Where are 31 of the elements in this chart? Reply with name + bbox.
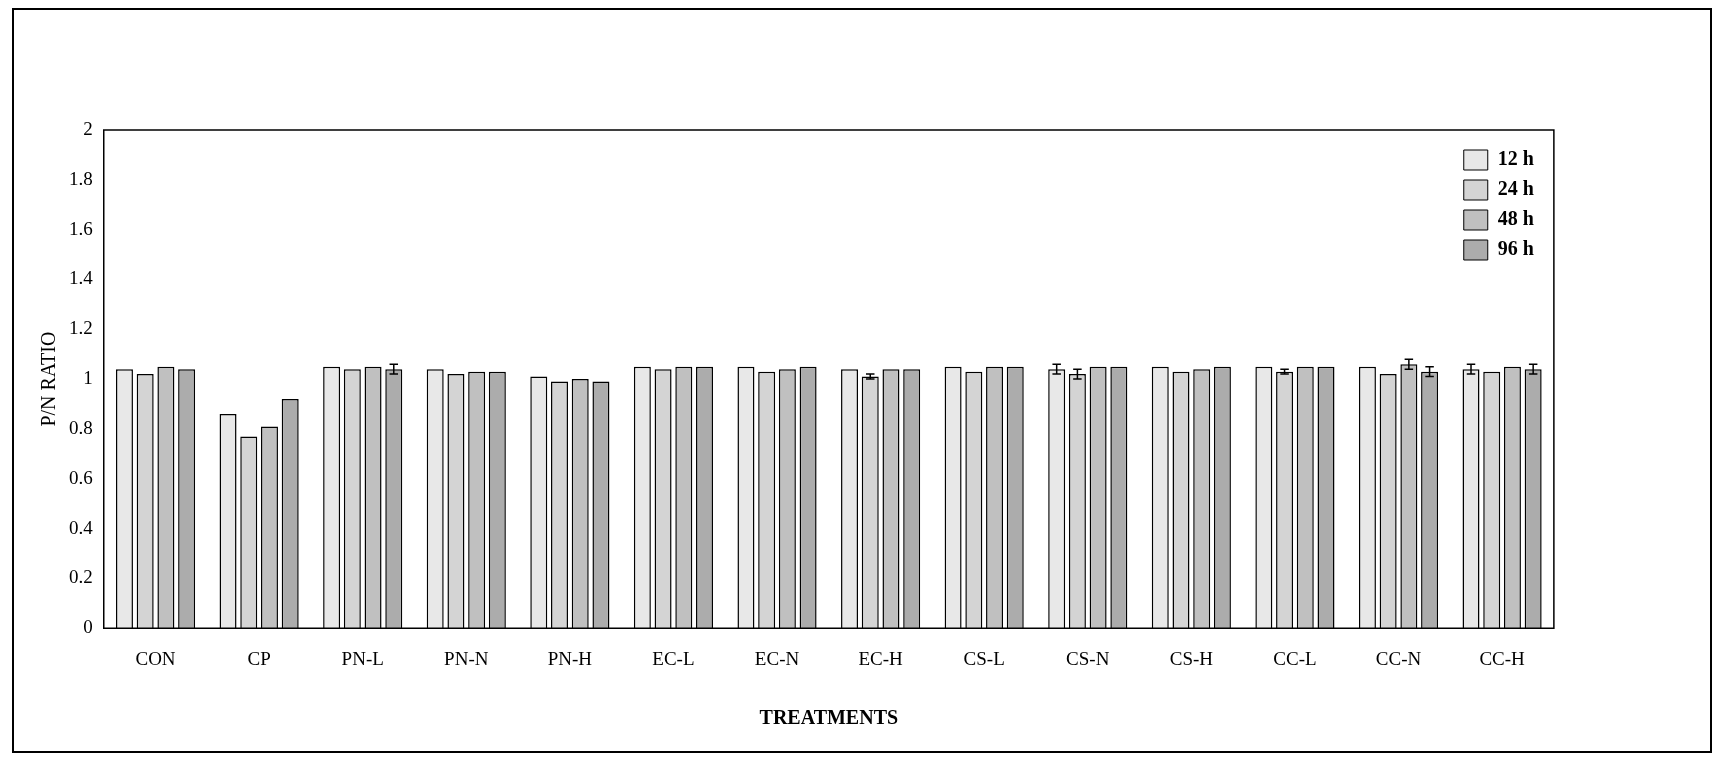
y-tick-label: 2 (83, 117, 93, 139)
x-axis-title: TREATMENTS (759, 706, 899, 729)
x-tick-label: EC-H (858, 647, 904, 669)
y-tick-label: 1.8 (69, 167, 93, 189)
y-tick-label: 0.4 (69, 516, 94, 538)
y-tick-label: 0 (83, 616, 93, 638)
x-tick-label: PN-H (547, 647, 593, 669)
x-tick-label: CC-L (1273, 647, 1317, 669)
y-tick-label: 1 (83, 367, 93, 389)
x-tick-label: PN-N (444, 647, 489, 669)
y-tick-label: 0.2 (69, 566, 93, 588)
y-tick-label: 0.8 (69, 416, 93, 438)
x-tick-label: CON (135, 647, 176, 669)
y-tick-label: 1.6 (69, 217, 93, 239)
x-tick-label: EC-L (652, 647, 695, 669)
x-tick-label: CP (247, 647, 271, 669)
x-tick-label: CS-L (963, 647, 1005, 669)
x-tick-label: CC-H (1479, 647, 1526, 669)
y-axis-title: P/N RATIO (37, 331, 60, 427)
y-tick-label: 1.2 (69, 317, 93, 339)
legend-label: 24 h (1497, 177, 1534, 200)
x-tick-label: CC-N (1375, 647, 1422, 669)
legend-label: 48 h (1497, 207, 1534, 230)
y-tick-label: 1.4 (69, 267, 94, 289)
x-tick-label: CS-H (1169, 647, 1214, 669)
y-tick-label: 0.6 (69, 466, 93, 488)
legend-label: 12 h (1497, 147, 1534, 170)
x-tick-label: PN-L (341, 647, 384, 669)
x-tick-label: EC-N (754, 647, 800, 669)
x-tick-label: CS-N (1066, 647, 1110, 669)
legend-label: 96 h (1497, 237, 1534, 260)
